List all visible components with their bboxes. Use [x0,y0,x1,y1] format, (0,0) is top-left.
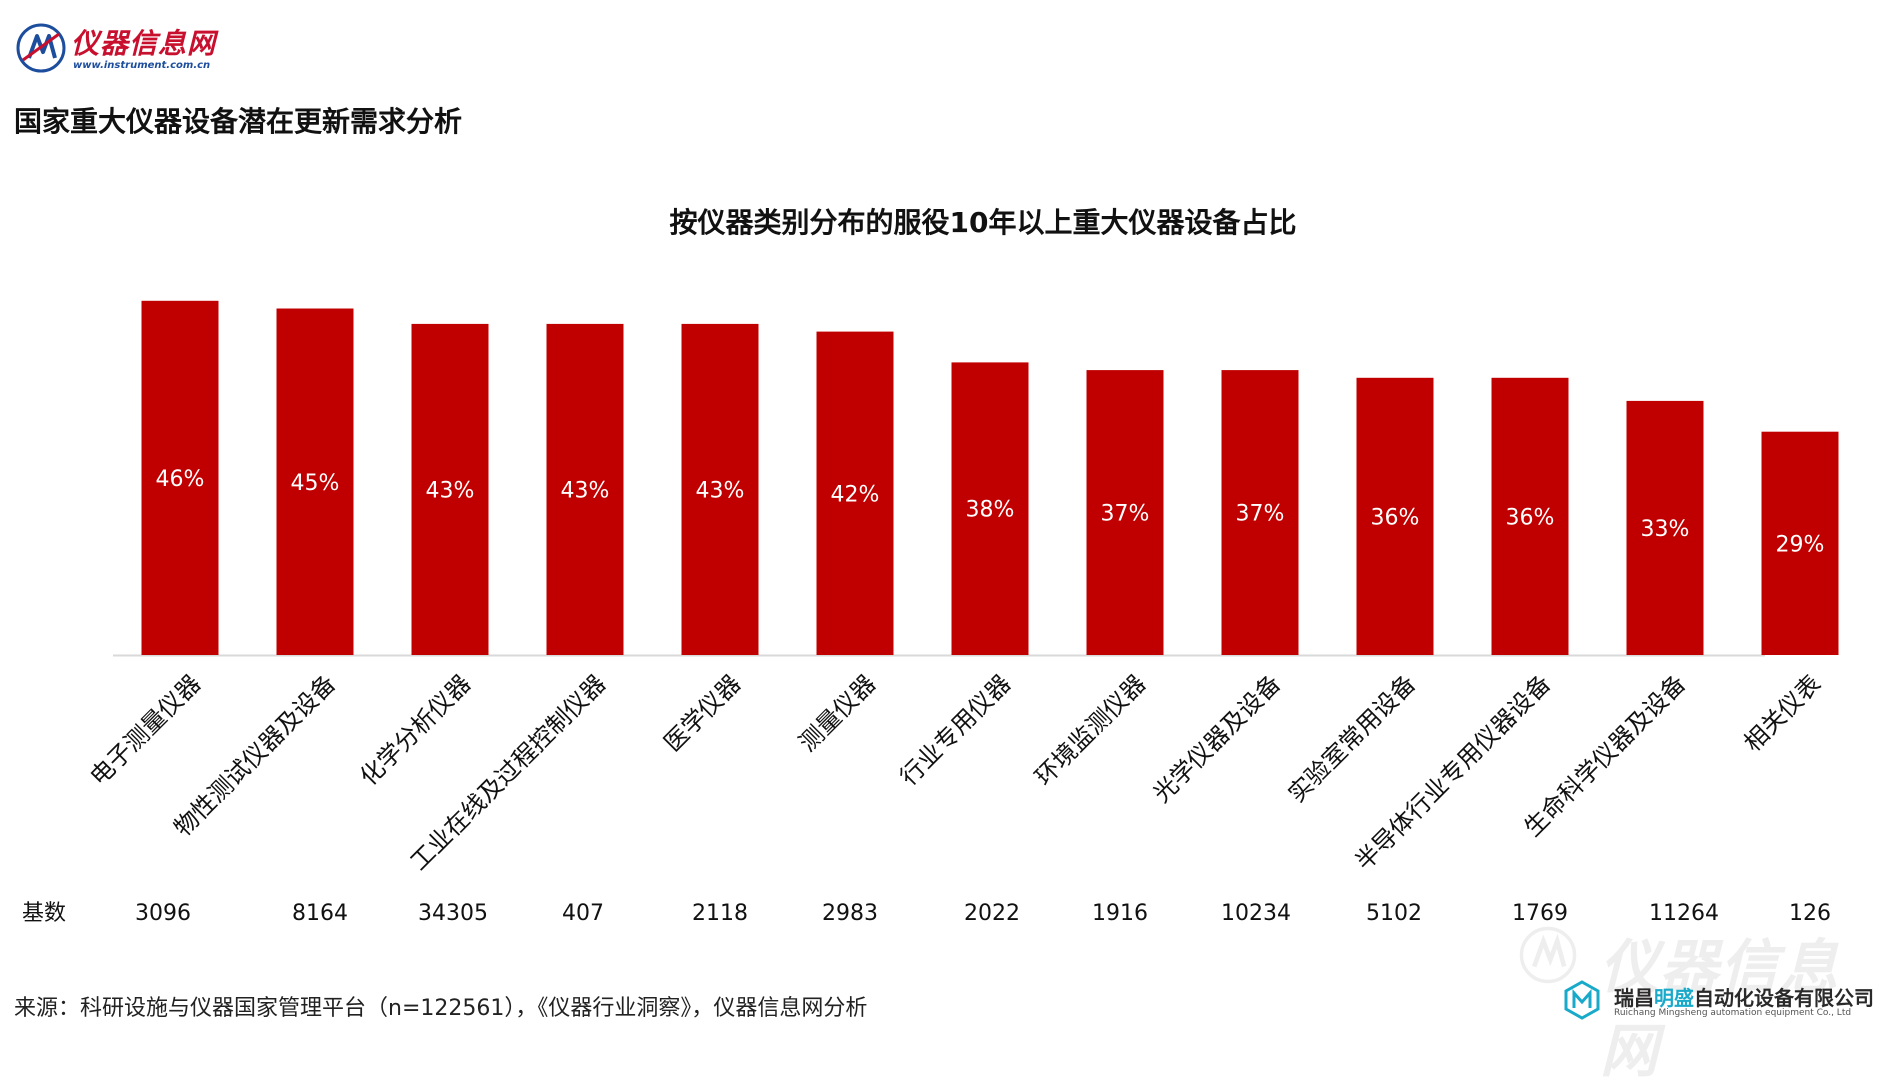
bar-2 [276,308,354,655]
chart-title: 按仪器类别分布的服役10年以上重大仪器设备占比 [670,206,1297,239]
base-count-value: 2983 [822,901,878,926]
bar-value-label: 29% [1776,532,1825,557]
site-logo: 仪器信息网 www.instrument.com.cn [15,22,245,74]
company-name-post: 自动化设备有限公司 [1694,986,1874,1010]
base-count-value: 407 [562,901,604,926]
base-count-value: 8164 [292,901,348,926]
bar-12 [1626,400,1704,655]
bar-chart: 按仪器类别分布的服役10年以上重大仪器设备占比46%电子测量仪器45%物性测试仪… [22,206,1839,926]
x-tick-label: 行业专用仪器 [895,669,1017,791]
base-count-value: 2118 [692,901,748,926]
bar-value-label: 38% [966,498,1015,523]
base-count-value: 2022 [964,901,1020,926]
logo-mark-icon [16,23,66,73]
bar-value-label: 33% [1641,517,1690,542]
logo-brand-text: 仪器信息网 [71,27,217,60]
bar-4 [546,323,624,655]
x-tick-label: 化学分析仪器 [355,669,477,791]
bar-value-label: 43% [561,478,610,503]
bar-value-label: 45% [291,471,340,496]
x-tick-label: 环境监测仪器 [1030,669,1152,791]
bar-value-label: 42% [831,482,880,507]
bar-value-label: 46% [156,467,205,492]
bar-value-label: 36% [1506,505,1555,530]
x-tick-label: 医学仪器 [659,669,747,757]
company-name-highlight: 明盛 [1654,986,1694,1010]
bar-8 [1086,370,1164,655]
logo-url-text: www.instrument.com.cn [73,60,211,71]
x-tick-label: 实验室常用设备 [1283,669,1422,808]
base-count-value: 126 [1789,901,1831,926]
base-count-heading: 基数 [22,901,66,926]
company-logo: 瑞昌明盛自动化设备有限公司 Ruichang Mingsheng automat… [1562,980,1892,1020]
base-count-value: 34305 [418,901,488,926]
bar-3 [411,323,489,655]
company-hexagon-icon [1564,980,1600,1020]
bar-6 [816,331,894,655]
bar-value-label: 36% [1371,505,1420,530]
base-count-value: 10234 [1221,901,1291,926]
source-note: 来源：科研设施与仪器国家管理平台（n=122561），《仪器行业洞察》，仪器信息… [14,996,868,1021]
bar-value-label: 37% [1101,502,1150,527]
base-count-value: 1916 [1092,901,1148,926]
bar-10 [1356,377,1434,655]
bar-value-label: 43% [426,478,475,503]
company-name-pre: 瑞昌 [1614,986,1654,1010]
x-tick-label: 测量仪器 [794,669,882,757]
bar-value-label: 43% [696,478,745,503]
bar-7 [951,362,1029,655]
x-tick-label: 光学仪器及设备 [1148,669,1287,808]
x-tick-label: 电子测量仪器 [85,669,207,791]
base-count-value: 1769 [1512,901,1568,926]
bar-11 [1491,377,1569,655]
base-count-value: 11264 [1649,901,1719,926]
base-count-value: 3096 [135,901,191,926]
bar-value-label: 37% [1236,502,1285,527]
bar-13 [1761,431,1839,655]
page-title: 国家重大仪器设备潜在更新需求分析 [14,105,463,138]
bar-9 [1221,370,1299,655]
watermark-logo-icon [1519,926,1577,984]
company-name: 瑞昌明盛自动化设备有限公司 [1614,982,1874,1011]
x-tick-label: 相关仪表 [1739,669,1827,757]
base-count-value: 5102 [1366,901,1422,926]
bar-1 [141,300,219,655]
company-subtitle: Ruichang Mingsheng automation equipment … [1614,1008,1852,1018]
bar-5 [681,323,759,655]
